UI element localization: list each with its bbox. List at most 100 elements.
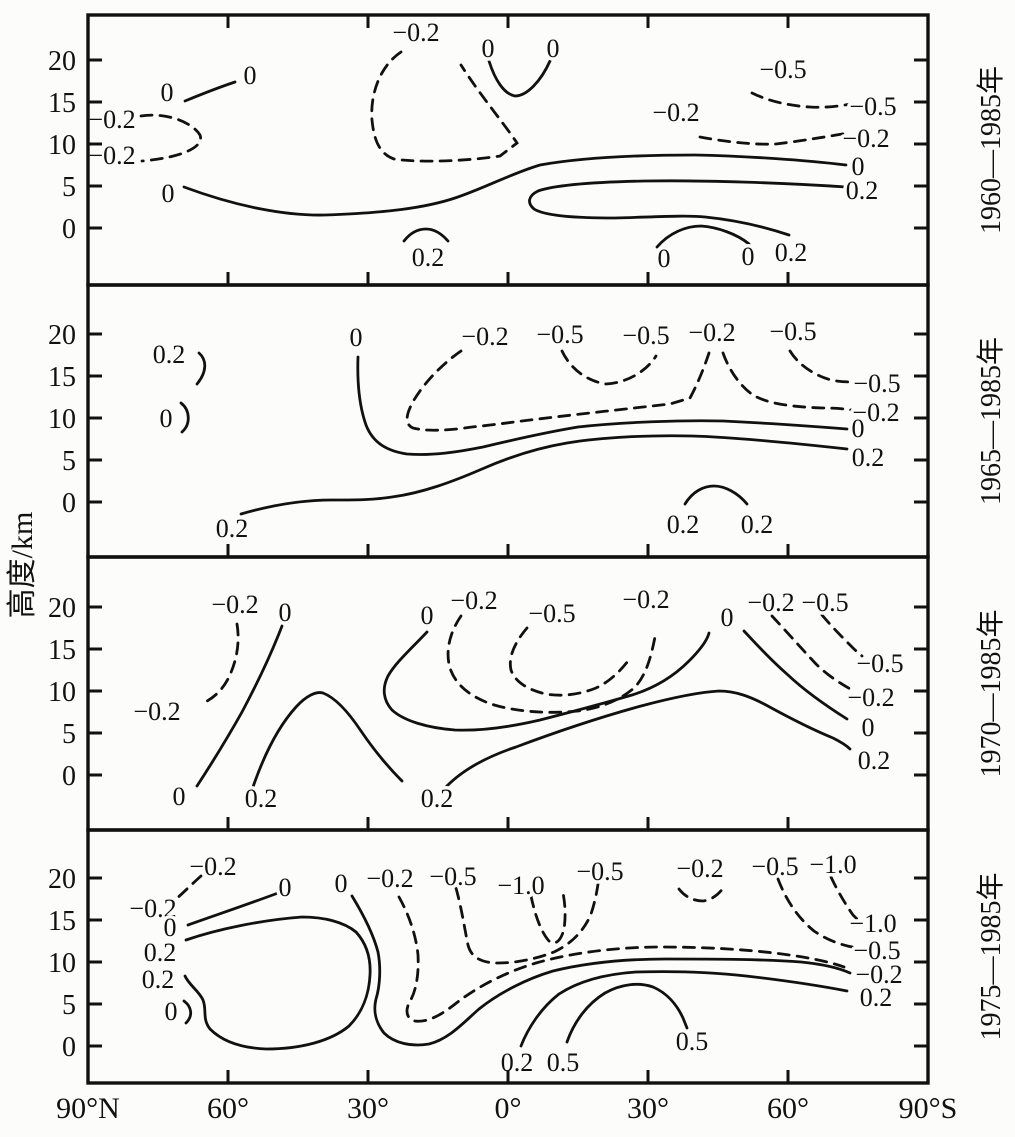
contour-label: 0 [547,34,560,63]
contour-label: 0.2 [245,784,278,813]
y-tick-label: 5 [62,719,76,750]
panel-3: −0.2 0−0.20 0.20−0.2 −0.5 −0.20−0.2 −0.5−0.5−… [45,555,1011,832]
contour-line-level-0.2 [239,434,849,516]
contour-line-level-0.2 [251,691,404,789]
y-tick-label: 20 [48,864,76,895]
y-tick-label: 10 [48,677,76,708]
contour-label: −0.2 [855,960,902,989]
contour-line-level--0.5 [560,349,658,386]
contour-label: −0.2 [129,894,176,923]
contour-label: −0.2 [133,697,180,726]
contour-label: 0 [852,414,865,443]
x-tick-label: 30° [347,1092,389,1125]
contour-line-level--0.2 [405,349,711,432]
contour-label: −0.2 [461,322,508,351]
contour-label: 0 [742,242,755,271]
y-tick-label: 20 [48,46,76,77]
x-tick-label: 90°N [56,1092,120,1125]
contour-label: 0.2 [153,340,186,369]
contour-label: 0 [244,61,257,90]
contour-label: 0 [173,782,186,811]
contour-label: −1.0 [497,871,544,900]
contour-line-level-0 [350,894,852,1047]
contour-label: −1.0 [809,850,856,879]
contour-line-level--0.2 [199,622,240,706]
contour-line-level-0.2 [183,915,372,1051]
contour-label: −0.2 [366,864,413,893]
period-label: 1970—1985年 [975,609,1007,777]
contour-label: 0.2 [860,983,893,1012]
contour-label: −0.5 [853,369,900,398]
y-tick-label: 0 [62,761,76,792]
contour-line-level-0.2 [402,227,450,243]
y-tick-label: 5 [62,446,76,477]
contour-label: 0 [164,913,177,942]
contour-line-level-0.2 [519,970,849,1048]
contour-label: −1.0 [849,909,896,938]
y-tick-label: 15 [48,906,76,937]
contour-line-level--0.2 [446,614,657,714]
contour-label: −0.5 [576,857,623,886]
period-label: 1975—1985年 [975,872,1007,1040]
contour-line-level-0 [356,355,849,456]
contour-label: −0.5 [759,55,806,84]
contour-label: 0 [279,873,292,902]
contour-label: −0.2 [211,590,258,619]
contour-line-level-0.2 [683,484,749,506]
contour-label: 0 [335,869,348,898]
contour-line-level-0 [186,891,280,927]
contour-label: 0.2 [501,1048,534,1077]
contour-line-level--0.2 [397,895,846,1023]
contour-label: 0.2 [142,965,175,994]
contour-label: −0.2 [676,854,723,883]
y-tick-label: 20 [48,320,76,351]
contour-line-level-0 [195,624,284,788]
contour-label: 0 [160,404,173,433]
contour-label: −0.2 [189,852,236,881]
contour-label: 0.2 [741,510,774,539]
y-tick-label: 5 [62,172,76,203]
contour-line-level-0 [655,224,751,249]
contour-line-level--1.0 [529,891,567,945]
contour-label: −0.2 [450,586,497,615]
y-tick-label: 0 [62,1032,76,1063]
contour-line-level--0.5 [788,349,857,384]
y-tick-label: 10 [48,404,76,435]
x-tick-label: 90°S [899,1092,958,1125]
contour-label: 0 [165,997,178,1026]
contour-line-level--0.2 [139,113,202,163]
contour-line-level--0.2 [677,885,726,903]
contour-label: 0 [162,179,175,208]
contour-label: 0.2 [144,938,177,967]
contour-line-level--0.2 [370,50,519,163]
contour-label: 0.2 [846,176,879,205]
contour-label: −0.5 [801,588,848,617]
contour-label: −0.5 [751,852,798,881]
contour-label: 0 [482,34,495,63]
contour-line-level--0.5 [750,91,853,109]
contour-label: −0.5 [769,317,816,346]
contour-label: −0.2 [852,398,899,427]
contour-line-level-0 [182,153,848,217]
contour-label: −0.2 [847,683,894,712]
contour-line-level--0.5 [820,613,864,658]
contour-line-level-0 [179,401,190,434]
panel-2: 0.200 −0.2 −0.5 −0.5 −0.2 −0.5−0.5−0.200.20.2… [45,283,1011,559]
contour-line-level-0 [742,629,849,721]
contour-label: −0.5 [536,320,583,349]
contour-label: −0.5 [849,92,896,121]
y-tick-label: 0 [62,214,76,245]
contour-label: 0 [350,323,363,352]
contour-label: 0.2 [667,510,700,539]
contour-label: 0.2 [412,243,445,272]
contour-label: −0.2 [842,124,889,153]
contour-label: 0 [852,152,865,181]
contour-line-level--1.0 [829,875,859,921]
contour-label: −0.2 [747,588,794,617]
y-tick-label: 15 [48,635,76,666]
height-axis-label: 高度/km [6,512,39,619]
contour-label: −0.2 [622,585,669,614]
contour-line-level-0.2 [443,689,852,790]
